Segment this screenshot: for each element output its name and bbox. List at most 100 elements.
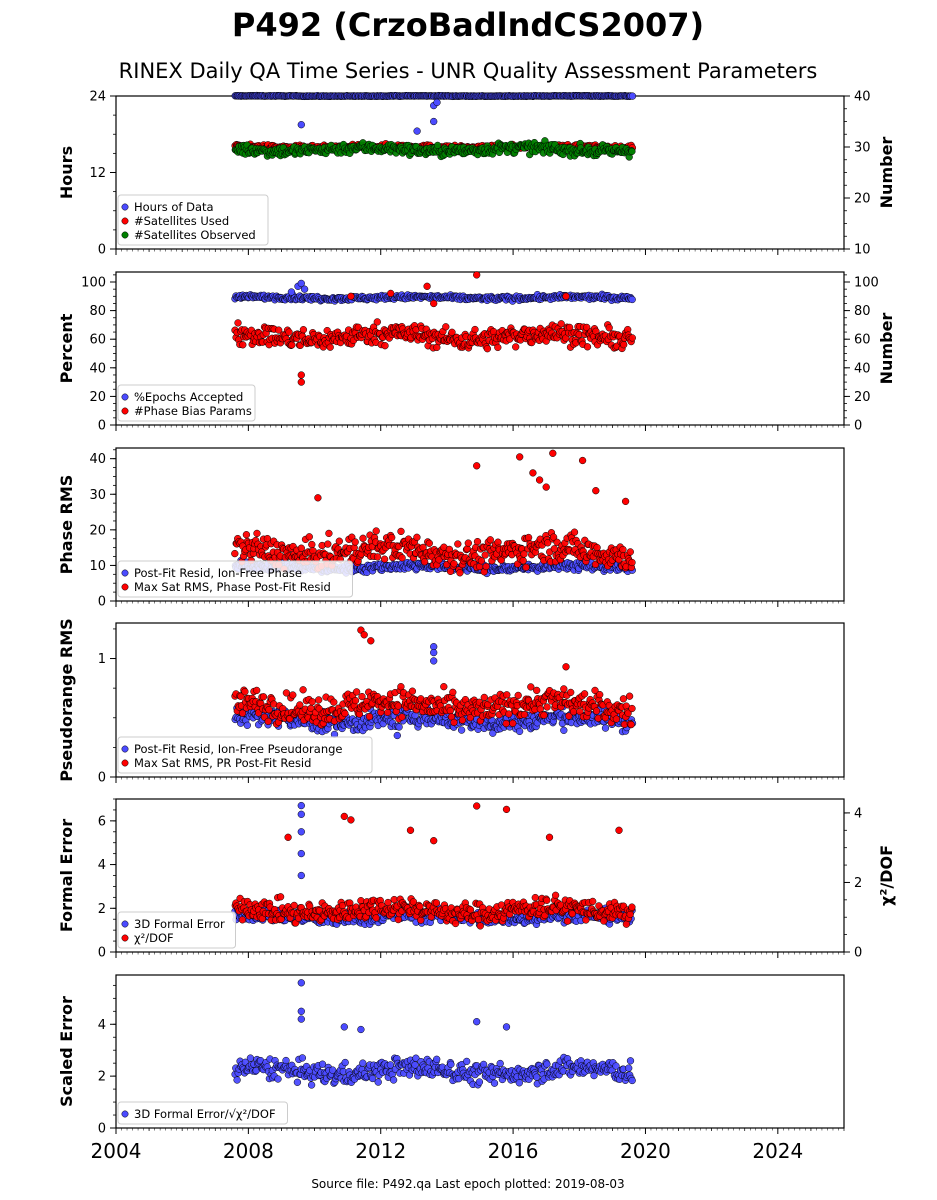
y-axis-label: Pseudorange RMS	[57, 618, 76, 781]
data-point	[394, 702, 402, 710]
data-point	[457, 726, 466, 734]
data-point	[512, 343, 520, 351]
data-point	[515, 727, 524, 736]
series-3	[231, 137, 636, 161]
series-1	[231, 91, 637, 135]
legend-box	[117, 194, 269, 246]
data-point	[481, 551, 489, 559]
figure-subtitle: RINEX Daily QA Time Series - UNR Quality…	[119, 59, 818, 83]
data-point	[494, 538, 502, 546]
y-tick-label: 1	[98, 652, 106, 667]
data-point	[473, 271, 481, 279]
data-point	[503, 691, 511, 699]
data-point	[360, 631, 368, 639]
data-point	[231, 549, 239, 558]
y-tick-label: 0	[98, 771, 106, 786]
y-tick-label: 24	[89, 90, 106, 105]
data-points	[231, 91, 637, 161]
y-tick-label: 20	[89, 390, 106, 405]
data-point	[352, 688, 361, 696]
data-point	[420, 558, 429, 566]
data-point	[413, 533, 421, 541]
data-point	[567, 688, 575, 697]
data-point	[627, 720, 635, 729]
y-tick-label: 80	[89, 304, 106, 319]
legend-label: Hours of Data	[134, 200, 214, 214]
data-point	[297, 121, 305, 129]
data-point	[347, 292, 355, 300]
data-point	[480, 693, 488, 702]
data-point	[367, 637, 375, 645]
legend-marker	[121, 745, 129, 753]
data-point	[315, 696, 323, 704]
data-point	[388, 533, 396, 542]
data-point	[285, 328, 293, 336]
y-tick-label: 40	[89, 452, 106, 467]
data-point	[433, 98, 441, 107]
data-point	[533, 686, 541, 695]
data-point	[442, 323, 450, 331]
data-point	[253, 529, 261, 538]
data-point	[542, 483, 550, 491]
data-point	[408, 687, 417, 695]
data-point	[299, 686, 307, 694]
data-point	[423, 282, 431, 290]
data-point	[308, 698, 316, 706]
data-point	[372, 527, 380, 535]
data-point	[562, 663, 570, 671]
legend-label: #Satellites Observed	[134, 228, 256, 242]
data-point	[596, 690, 604, 699]
data-point	[628, 295, 636, 304]
data-point	[482, 562, 490, 571]
data-point	[241, 688, 249, 696]
data-point	[592, 487, 600, 495]
data-point	[425, 539, 433, 547]
legend-marker	[121, 569, 129, 577]
data-point	[449, 688, 457, 696]
data-point	[458, 716, 467, 724]
data-point	[628, 704, 636, 713]
series-1	[231, 279, 636, 305]
data-point	[560, 685, 568, 693]
data-point	[570, 528, 579, 536]
y2-tick-label: 100	[854, 276, 879, 291]
data-point	[289, 691, 297, 699]
y-tick-label: 10	[89, 559, 106, 574]
data-point	[612, 715, 621, 723]
y2-tick-label: 10	[854, 243, 871, 258]
data-point	[253, 686, 261, 695]
data-point	[287, 288, 296, 296]
data-point	[483, 345, 492, 353]
y-axis-label: Percent	[57, 313, 76, 383]
data-point	[592, 707, 601, 715]
legend: Post-Fit Resid, Ion-Free PseudorangeMax …	[117, 736, 373, 774]
panel-4: 0 1 Pseudorange RMS Post-Fit Resid, Ion-Fre…	[57, 618, 845, 786]
data-point	[297, 279, 305, 288]
data-point	[578, 456, 587, 465]
data-point	[299, 326, 308, 334]
data-point	[562, 292, 570, 300]
data-point	[454, 540, 462, 548]
data-point	[583, 343, 592, 351]
data-point	[387, 289, 395, 298]
data-point	[265, 706, 273, 714]
series-2	[231, 271, 636, 386]
data-point	[351, 696, 360, 705]
y2-tick-label: 40	[854, 90, 871, 105]
panel-2: 0 20 40 60 80 100 0 20 40 60 80 100 Number Percent %Ep…	[57, 271, 896, 434]
data-point	[529, 469, 537, 477]
data-point	[413, 127, 421, 135]
data-point	[628, 147, 636, 156]
data-point	[471, 325, 479, 334]
data-point	[522, 563, 530, 571]
data-point	[519, 557, 527, 565]
legend-label: Post-Fit Resid, Ion-Free Pseudorange	[134, 742, 342, 756]
data-point	[560, 726, 568, 734]
data-point	[619, 695, 628, 703]
data-point	[549, 449, 557, 457]
data-point	[308, 540, 316, 549]
data-point	[288, 341, 296, 349]
data-point	[440, 683, 448, 691]
data-point	[473, 462, 481, 470]
panel-3: 0 10 20 30 40 Phase RMS Post-Fit Resid, Ion-Fr…	[57, 447, 845, 610]
